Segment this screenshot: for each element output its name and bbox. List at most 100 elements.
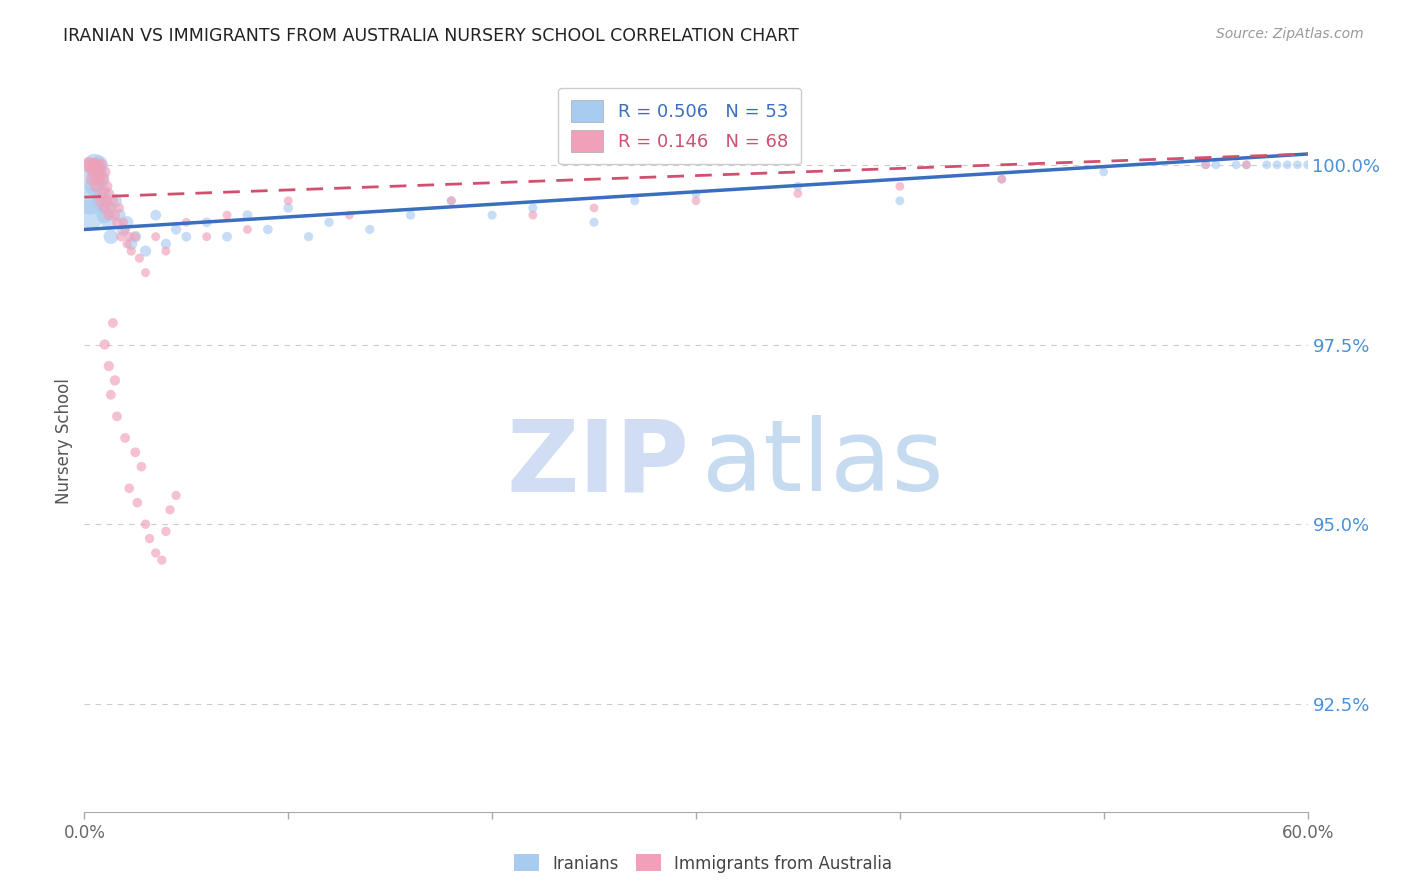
Point bbox=[359, 222, 381, 236]
Point bbox=[77, 158, 100, 172]
Point bbox=[1296, 158, 1319, 172]
Point bbox=[105, 409, 128, 424]
Point bbox=[624, 194, 647, 208]
Point bbox=[90, 194, 112, 208]
Point bbox=[118, 481, 141, 495]
Point bbox=[195, 215, 218, 229]
Point bbox=[1092, 165, 1115, 179]
Point bbox=[236, 208, 259, 222]
Point bbox=[87, 172, 110, 186]
Point bbox=[108, 208, 131, 222]
Point bbox=[114, 222, 136, 236]
Point bbox=[105, 215, 128, 229]
Point bbox=[127, 495, 149, 509]
Point bbox=[79, 158, 101, 172]
Point bbox=[82, 172, 104, 186]
Point bbox=[195, 229, 218, 244]
Point bbox=[277, 194, 299, 208]
Point bbox=[145, 229, 167, 244]
Point bbox=[217, 208, 239, 222]
Point bbox=[145, 208, 167, 222]
Point bbox=[91, 186, 114, 201]
Point bbox=[112, 222, 135, 236]
Point bbox=[257, 222, 280, 236]
Point bbox=[90, 172, 112, 186]
Point bbox=[399, 208, 422, 222]
Point bbox=[1195, 158, 1218, 172]
Point bbox=[155, 244, 177, 258]
Point bbox=[104, 208, 127, 222]
Point bbox=[83, 165, 105, 179]
Point bbox=[79, 194, 101, 208]
Point bbox=[135, 266, 157, 280]
Point bbox=[96, 179, 118, 194]
Legend: Iranians, Immigrants from Australia: Iranians, Immigrants from Australia bbox=[508, 847, 898, 880]
Point bbox=[889, 194, 911, 208]
Point bbox=[1286, 158, 1309, 172]
Point bbox=[124, 229, 146, 244]
Point bbox=[685, 194, 707, 208]
Point bbox=[96, 194, 118, 208]
Point bbox=[93, 165, 115, 179]
Point bbox=[1205, 158, 1227, 172]
Point bbox=[86, 179, 108, 194]
Point bbox=[889, 179, 911, 194]
Point bbox=[1277, 158, 1299, 172]
Point bbox=[165, 222, 187, 236]
Point bbox=[97, 215, 120, 229]
Y-axis label: Nursery School: Nursery School bbox=[55, 378, 73, 505]
Point bbox=[128, 252, 150, 266]
Point bbox=[91, 186, 114, 201]
Point bbox=[991, 172, 1014, 186]
Point bbox=[97, 186, 120, 201]
Point bbox=[93, 337, 115, 351]
Point bbox=[159, 503, 181, 517]
Point bbox=[100, 201, 122, 215]
Point bbox=[298, 229, 321, 244]
Point bbox=[86, 165, 108, 179]
Point bbox=[108, 201, 131, 215]
Point bbox=[217, 229, 239, 244]
Point bbox=[522, 208, 544, 222]
Point bbox=[138, 532, 160, 546]
Point bbox=[522, 201, 544, 215]
Point bbox=[1225, 158, 1247, 172]
Point bbox=[1236, 158, 1258, 172]
Point bbox=[93, 208, 115, 222]
Point bbox=[991, 172, 1014, 186]
Point bbox=[87, 158, 110, 172]
Point bbox=[174, 229, 197, 244]
Point bbox=[787, 179, 810, 194]
Point bbox=[90, 194, 112, 208]
Point bbox=[96, 201, 118, 215]
Point bbox=[115, 236, 138, 251]
Point bbox=[1195, 158, 1218, 172]
Point bbox=[120, 244, 142, 258]
Point bbox=[86, 158, 108, 172]
Text: atlas: atlas bbox=[702, 416, 943, 512]
Point bbox=[104, 194, 127, 208]
Point bbox=[685, 186, 707, 201]
Point bbox=[155, 524, 177, 539]
Point bbox=[101, 316, 124, 330]
Point bbox=[155, 236, 177, 251]
Point bbox=[100, 229, 122, 244]
Point bbox=[83, 158, 105, 172]
Point bbox=[1236, 158, 1258, 172]
Point bbox=[145, 546, 167, 560]
Point bbox=[150, 553, 173, 567]
Text: ZIP: ZIP bbox=[508, 416, 690, 512]
Point bbox=[93, 201, 115, 215]
Point bbox=[583, 201, 606, 215]
Point bbox=[97, 208, 120, 222]
Text: Source: ZipAtlas.com: Source: ZipAtlas.com bbox=[1216, 27, 1364, 41]
Point bbox=[339, 208, 361, 222]
Point bbox=[165, 488, 187, 502]
Point bbox=[82, 172, 104, 186]
Point bbox=[110, 229, 132, 244]
Point bbox=[87, 165, 110, 179]
Point bbox=[83, 158, 105, 172]
Point bbox=[174, 215, 197, 229]
Point bbox=[1265, 158, 1288, 172]
Point bbox=[236, 222, 259, 236]
